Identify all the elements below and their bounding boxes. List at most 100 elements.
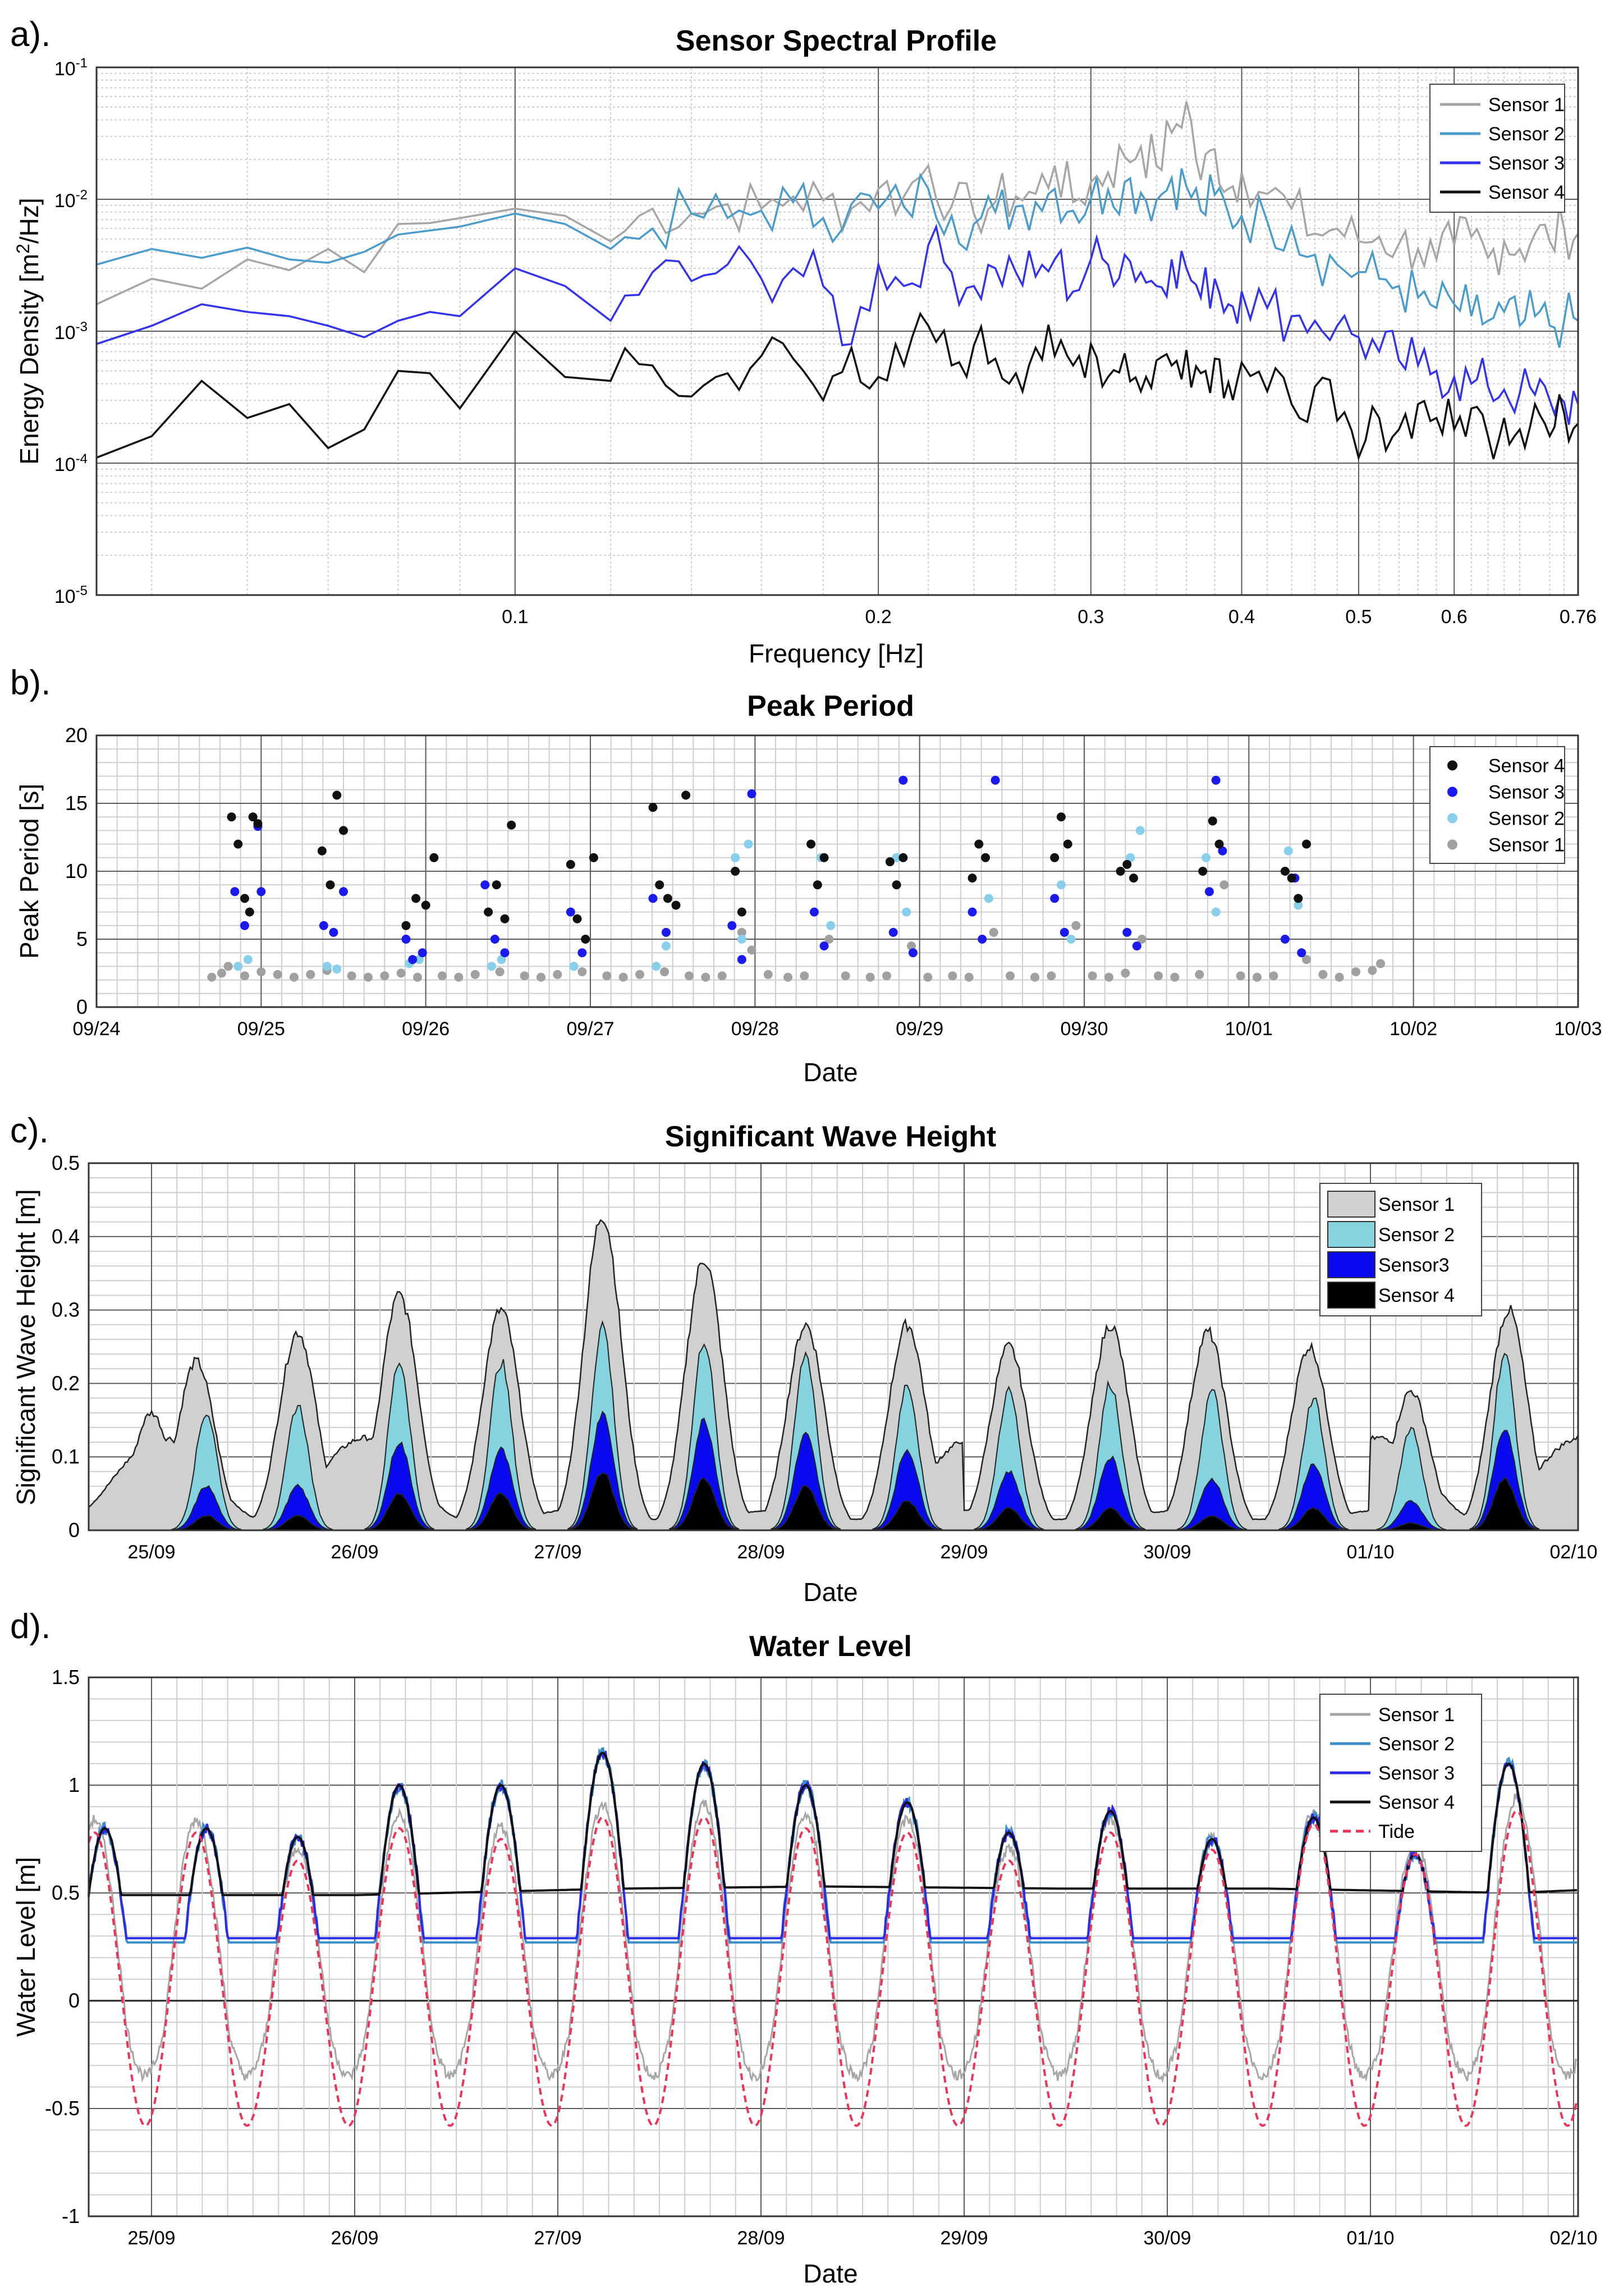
x-tick-label: 30/09 [1143,1542,1191,1563]
y-axis-label-a: Energy Density [m2/Hz] [13,198,44,464]
point-sensor-4 [737,907,746,917]
point-sensor-4 [981,853,990,862]
point-sensor-4 [507,820,516,830]
plot-frame-c [88,1162,1579,1531]
point-sensor-1 [306,969,315,979]
point-sensor-1 [1236,971,1245,981]
panel-label-c: c). [10,1112,49,1150]
point-sensor-4 [1050,853,1060,862]
x-tick-label: 28/09 [737,2228,785,2249]
x-tick-label: 0.3 [1077,606,1104,628]
point-sensor-2 [569,962,579,971]
y-tick-label: 0 [68,1989,80,2012]
point-sensor-4 [484,907,493,917]
point-sensor-4 [1063,839,1072,849]
point-sensor-3 [240,921,249,930]
point-sensor-4 [813,880,822,890]
x-tick-label: 27/09 [534,1542,581,1563]
point-sensor-4 [492,880,501,890]
x-tick-label: 0.2 [865,606,892,628]
plot-frame-b [95,734,1579,1008]
point-sensor-3 [1280,935,1290,944]
point-sensor-1 [1219,880,1229,890]
series-a [96,101,1579,461]
area-sensor3 [364,1441,435,1531]
point-sensor-3 [648,894,658,903]
point-sensor-1 [1088,971,1097,981]
legend-sensor-2-label: Sensor 2 [1488,808,1565,830]
area-sensor-4 [1469,1476,1540,1531]
point-sensor-4 [1287,873,1296,883]
x-tick-label: 27/09 [534,2228,581,2249]
x-tick-label: 29/09 [940,2228,988,2249]
point-sensor-3 [1218,846,1227,856]
point-sensor-4 [245,907,254,917]
legend-sensor-4-label: Sensor 4 [1488,756,1565,777]
point-sensor-4 [655,880,664,890]
point-sensor-2 [902,907,911,917]
x-tick-label: 01/10 [1346,1542,1394,1563]
point-sensor-1 [207,972,217,982]
y-tick-label: 10 [65,859,88,882]
x-tick-label: 09/28 [731,1018,779,1040]
point-sensor-4 [1214,839,1224,849]
point-sensor-2 [1056,880,1066,890]
point-sensor-4 [421,900,430,910]
area-sensor3 [1278,1463,1349,1531]
chart-title-b: Peak Period [747,690,914,722]
area-sensor3 [263,1484,333,1531]
spectral-profile-chart: Sensor Spectral Profile 0.1 0.2 0.3 0.4 0.5 0… [13,25,1597,668]
point-sensor-4 [581,935,590,944]
x-tick-label: 25/09 [127,2228,175,2249]
point-sensor-3 [1132,941,1141,951]
y-tick-label: 20 [65,724,88,747]
panel-label-d: d). [10,1607,51,1646]
area-sensor-4 [872,1500,943,1531]
point-sensor-1 [841,971,850,981]
y-tick-label: 10-3 [54,319,88,344]
point-sensor-2 [233,962,243,971]
point-sensor-1 [217,968,226,978]
legend-sensor-4-swatch [1327,1282,1375,1309]
point-sensor-1 [783,972,792,982]
point-sensor-1 [223,962,233,971]
plot-frame-d [88,1676,1579,2217]
x-tick-label: 01/10 [1346,2228,1394,2249]
point-sensor-1 [454,972,464,982]
y-tick-label: 10-1 [54,56,88,80]
y-tick-label: -1 [62,2204,80,2228]
point-sensor-1 [438,971,447,981]
point-sensor-2 [497,955,506,964]
ticks-c: 25/09 26/09 27/09 28/09 29/09 30/09 01/10 02/10… [52,1151,1598,1563]
y-axis-label-d: Water Level [m] [11,1857,40,2037]
x-tick-label: 0.4 [1228,606,1255,628]
chart-title-a: Sensor Spectral Profile [676,25,997,57]
x-tick-label: 09/26 [402,1018,450,1040]
point-sensor-4 [325,880,335,890]
point-sensor-3 [908,948,918,958]
point-sensor-3 [1122,927,1132,937]
point-sensor-4 [663,894,672,903]
x-tick-label: 10/01 [1225,1018,1273,1040]
point-sensor-2 [1294,900,1303,910]
point-sensor-1 [737,927,746,937]
legend-d: Sensor 1 Sensor 2 Sensor 3 Sensor 4 Tide [1319,1694,1482,1852]
point-sensor-2 [1135,826,1145,835]
y-axis-label-b: Peak Period [s] [15,784,44,959]
point-sensor-4 [500,914,510,923]
point-sensor-4 [1116,867,1125,876]
legend-b: Sensor 4 Sensor 3 Sensor 2 Sensor 1 [1429,746,1565,864]
y-tick-label: 0.4 [52,1225,80,1248]
area-sensor-2 [1177,1389,1248,1531]
x-tick-label: 09/27 [566,1018,614,1040]
point-sensor-4 [248,812,258,822]
point-sensor-1 [413,972,422,982]
point-sensor-3 [418,948,427,958]
point-sensor-2 [892,853,901,862]
legend-sensor-1-swatch [1327,1191,1375,1218]
point-sensor-1 [1006,971,1015,981]
point-sensor-4 [253,819,263,829]
x-axis-label-d: Date [803,2259,858,2288]
point-sensor-2 [826,921,836,930]
point-sensor-4 [1198,867,1208,876]
